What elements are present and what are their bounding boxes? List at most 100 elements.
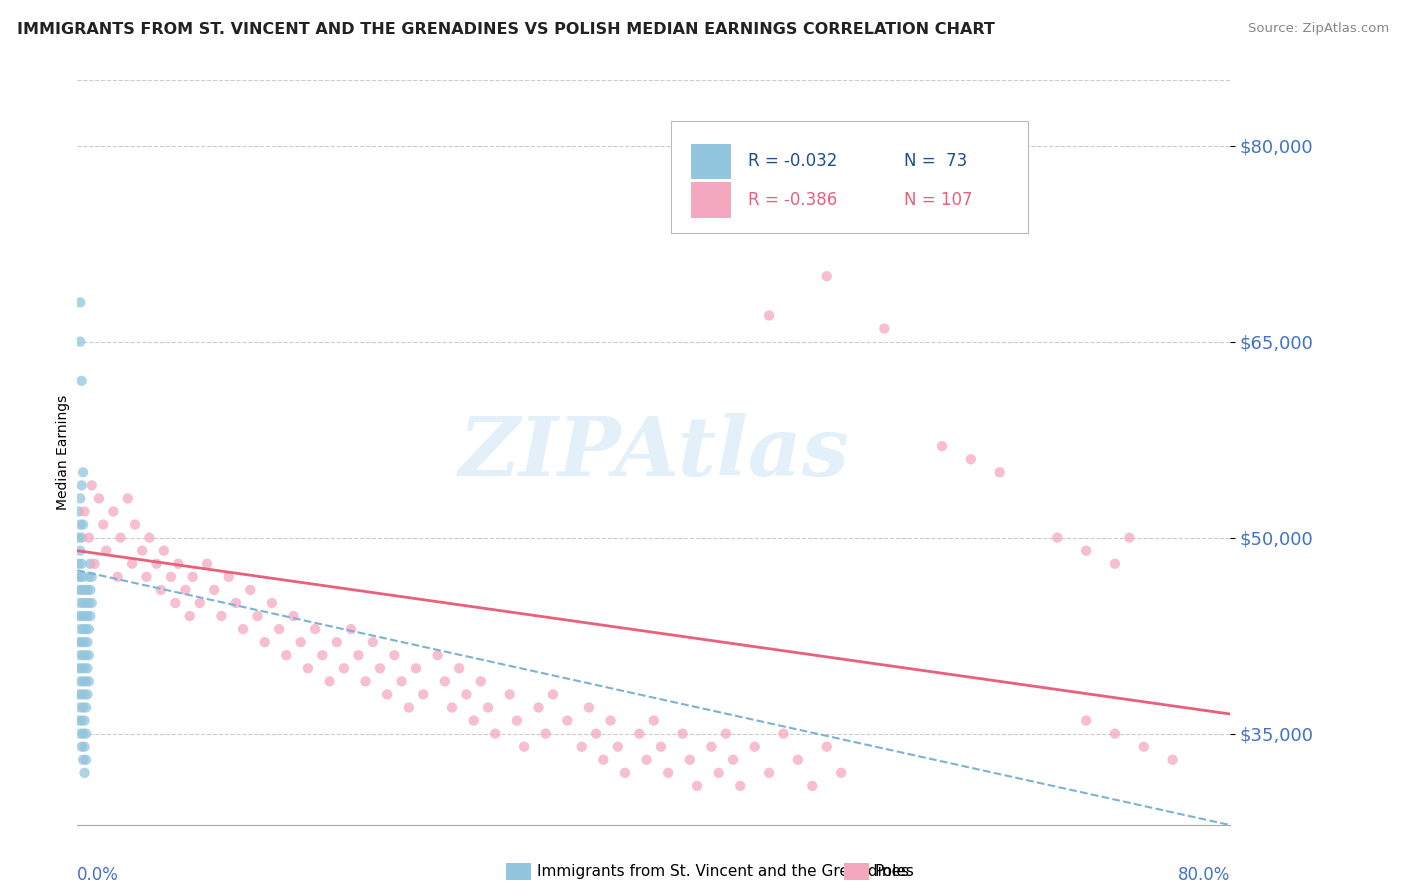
Point (77, 622, 100, 636)
Point (72, 726, 94, 740)
Point (181, 570, 204, 584)
Point (585, 726, 607, 740)
Point (75, 622, 97, 636)
Point (988, 465, 1011, 479)
Point (202, 582, 225, 597)
Point (1046, 531, 1069, 545)
Point (67, 714, 90, 728)
Point (179, 609, 201, 624)
Point (499, 688, 522, 702)
Point (103, 504, 125, 518)
Point (79, 582, 101, 597)
Point (79, 609, 101, 624)
Point (73, 635, 96, 649)
Point (69, 295, 91, 310)
Point (75, 753, 97, 767)
Point (758, 765, 780, 780)
Point (69, 622, 91, 636)
Point (131, 543, 153, 558)
Point (72, 674, 94, 689)
Point (160, 570, 183, 584)
Point (67, 609, 90, 624)
Point (69, 334, 91, 349)
Point (260, 596, 283, 610)
Point (527, 700, 550, 714)
Point (1133, 739, 1156, 754)
Point (382, 648, 406, 663)
Point (77, 570, 100, 584)
Point (541, 688, 564, 702)
Point (225, 596, 247, 610)
Point (456, 688, 478, 702)
Point (592, 753, 614, 767)
Text: 0.0%: 0.0% (77, 866, 120, 884)
Point (232, 622, 254, 636)
Point (325, 635, 349, 649)
FancyBboxPatch shape (690, 144, 731, 179)
Point (124, 517, 146, 532)
FancyBboxPatch shape (671, 121, 1029, 233)
Point (70, 609, 93, 624)
Point (135, 570, 157, 584)
Point (672, 726, 695, 740)
Point (557, 714, 579, 728)
Point (69, 543, 91, 558)
Point (77, 596, 100, 610)
Point (433, 674, 456, 689)
Point (117, 491, 139, 506)
Point (318, 674, 340, 689)
Point (77, 648, 100, 663)
Point (801, 779, 824, 793)
Point (599, 714, 621, 728)
Text: Source: ZipAtlas.com: Source: ZipAtlas.com (1249, 22, 1389, 36)
Point (297, 661, 319, 675)
Point (76, 688, 98, 702)
Point (830, 765, 852, 780)
Point (267, 622, 291, 636)
Point (69, 674, 91, 689)
Point (1161, 753, 1184, 767)
Point (67, 531, 90, 545)
Point (636, 753, 658, 767)
Point (73, 765, 96, 780)
Point (77, 674, 100, 689)
Point (73, 714, 96, 728)
Text: N = 107: N = 107 (904, 191, 973, 209)
Point (960, 452, 983, 467)
Point (72, 700, 94, 714)
Point (70, 739, 93, 754)
Point (700, 739, 723, 754)
Point (195, 557, 218, 571)
Point (188, 596, 211, 610)
Point (77, 531, 100, 545)
Point (145, 557, 167, 571)
Point (211, 609, 233, 624)
Point (534, 726, 557, 740)
Point (72, 753, 94, 767)
Point (578, 700, 600, 714)
Point (679, 753, 702, 767)
Point (67, 661, 90, 675)
Point (73, 688, 96, 702)
Point (70, 557, 93, 571)
Point (815, 269, 838, 284)
Point (347, 648, 370, 663)
Point (69, 700, 91, 714)
Point (405, 661, 427, 675)
Point (304, 622, 326, 636)
Point (80, 596, 103, 610)
Point (513, 739, 536, 754)
Point (83, 557, 105, 571)
Point (375, 688, 398, 702)
Point (412, 688, 434, 702)
Point (477, 700, 499, 714)
Point (368, 661, 391, 675)
FancyBboxPatch shape (690, 182, 731, 218)
Point (72, 596, 94, 610)
Point (815, 739, 838, 754)
Point (72, 648, 94, 663)
Point (730, 779, 752, 793)
Point (67, 504, 90, 518)
Point (239, 582, 262, 597)
Point (398, 700, 420, 714)
